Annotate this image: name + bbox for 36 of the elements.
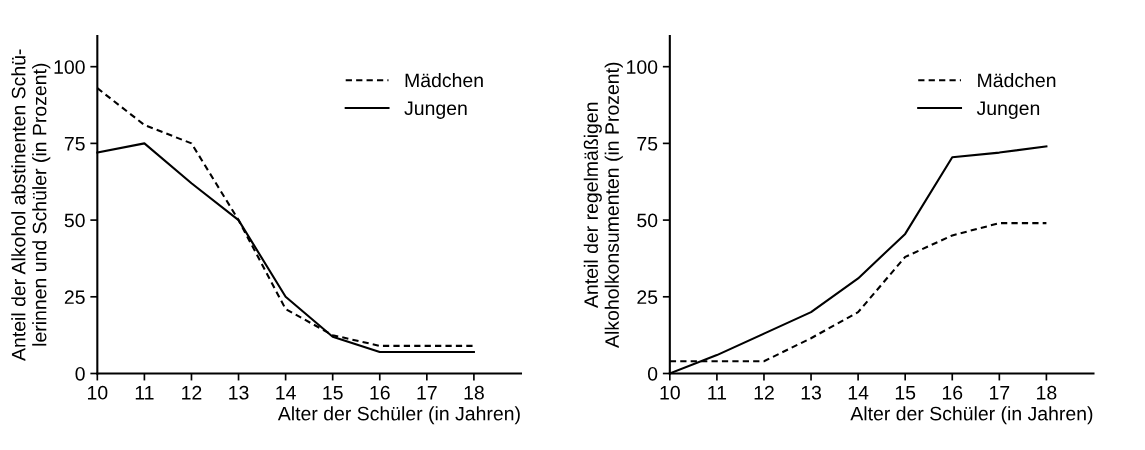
x-tick-label: 11 [135, 386, 154, 400]
x-tick-label: 10 [660, 385, 680, 400]
legend-label: Jungen [976, 101, 1040, 119]
legend-label: Mädchen [405, 72, 483, 88]
y-axis-title: Anteil der regelmäßigen Alkoholkonsumenten (in Prozent) [583, 62, 623, 348]
x-tick-label: 11 [708, 386, 727, 400]
x-axis-title: Alter der Schüler (in Jahren) [850, 406, 1093, 425]
y-tick-label: 100 [627, 60, 658, 74]
y-tick-label: 50 [64, 213, 85, 228]
x-axis-title: Alter der Schüler (in Jahren) [277, 406, 520, 425]
y-tick-label: 25 [637, 290, 658, 305]
x-tick-label: 17 [990, 386, 1010, 400]
y-tick-label: 50 [637, 213, 658, 228]
y-tick-label: 100 [54, 60, 85, 74]
x-tick-label: 13 [229, 385, 249, 400]
y-tick-label: 75 [64, 137, 85, 151]
legend-label: Mädchen [978, 72, 1056, 88]
y-tick-label: 0 [647, 366, 658, 381]
x-tick-label: 14 [276, 386, 296, 400]
x-tick-label: 15 [323, 386, 343, 400]
y-axis-title: Anteil der Alkohol abstinenten Schü- lerinnen und Schüler (in Prozent) [11, 49, 51, 361]
x-tick-label: 10 [87, 385, 108, 400]
x-tick-label: 16 [942, 385, 963, 400]
x-tick-label: 15 [895, 386, 916, 400]
x-tick-label: 18 [464, 385, 484, 400]
x-tick-label: 18 [1037, 385, 1057, 400]
x-tick-label: 14 [848, 386, 869, 400]
legend-label: Jungen [404, 101, 467, 119]
x-tick-label: 17 [417, 386, 437, 400]
y-tick-label: 75 [637, 137, 658, 151]
x-tick-label: 12 [182, 385, 202, 400]
x-tick-label: 16 [370, 385, 390, 400]
y-tick-label: 25 [64, 290, 85, 305]
x-tick-label: 12 [754, 385, 774, 400]
x-tick-label: 13 [801, 385, 821, 400]
y-tick-label: 0 [75, 366, 85, 381]
